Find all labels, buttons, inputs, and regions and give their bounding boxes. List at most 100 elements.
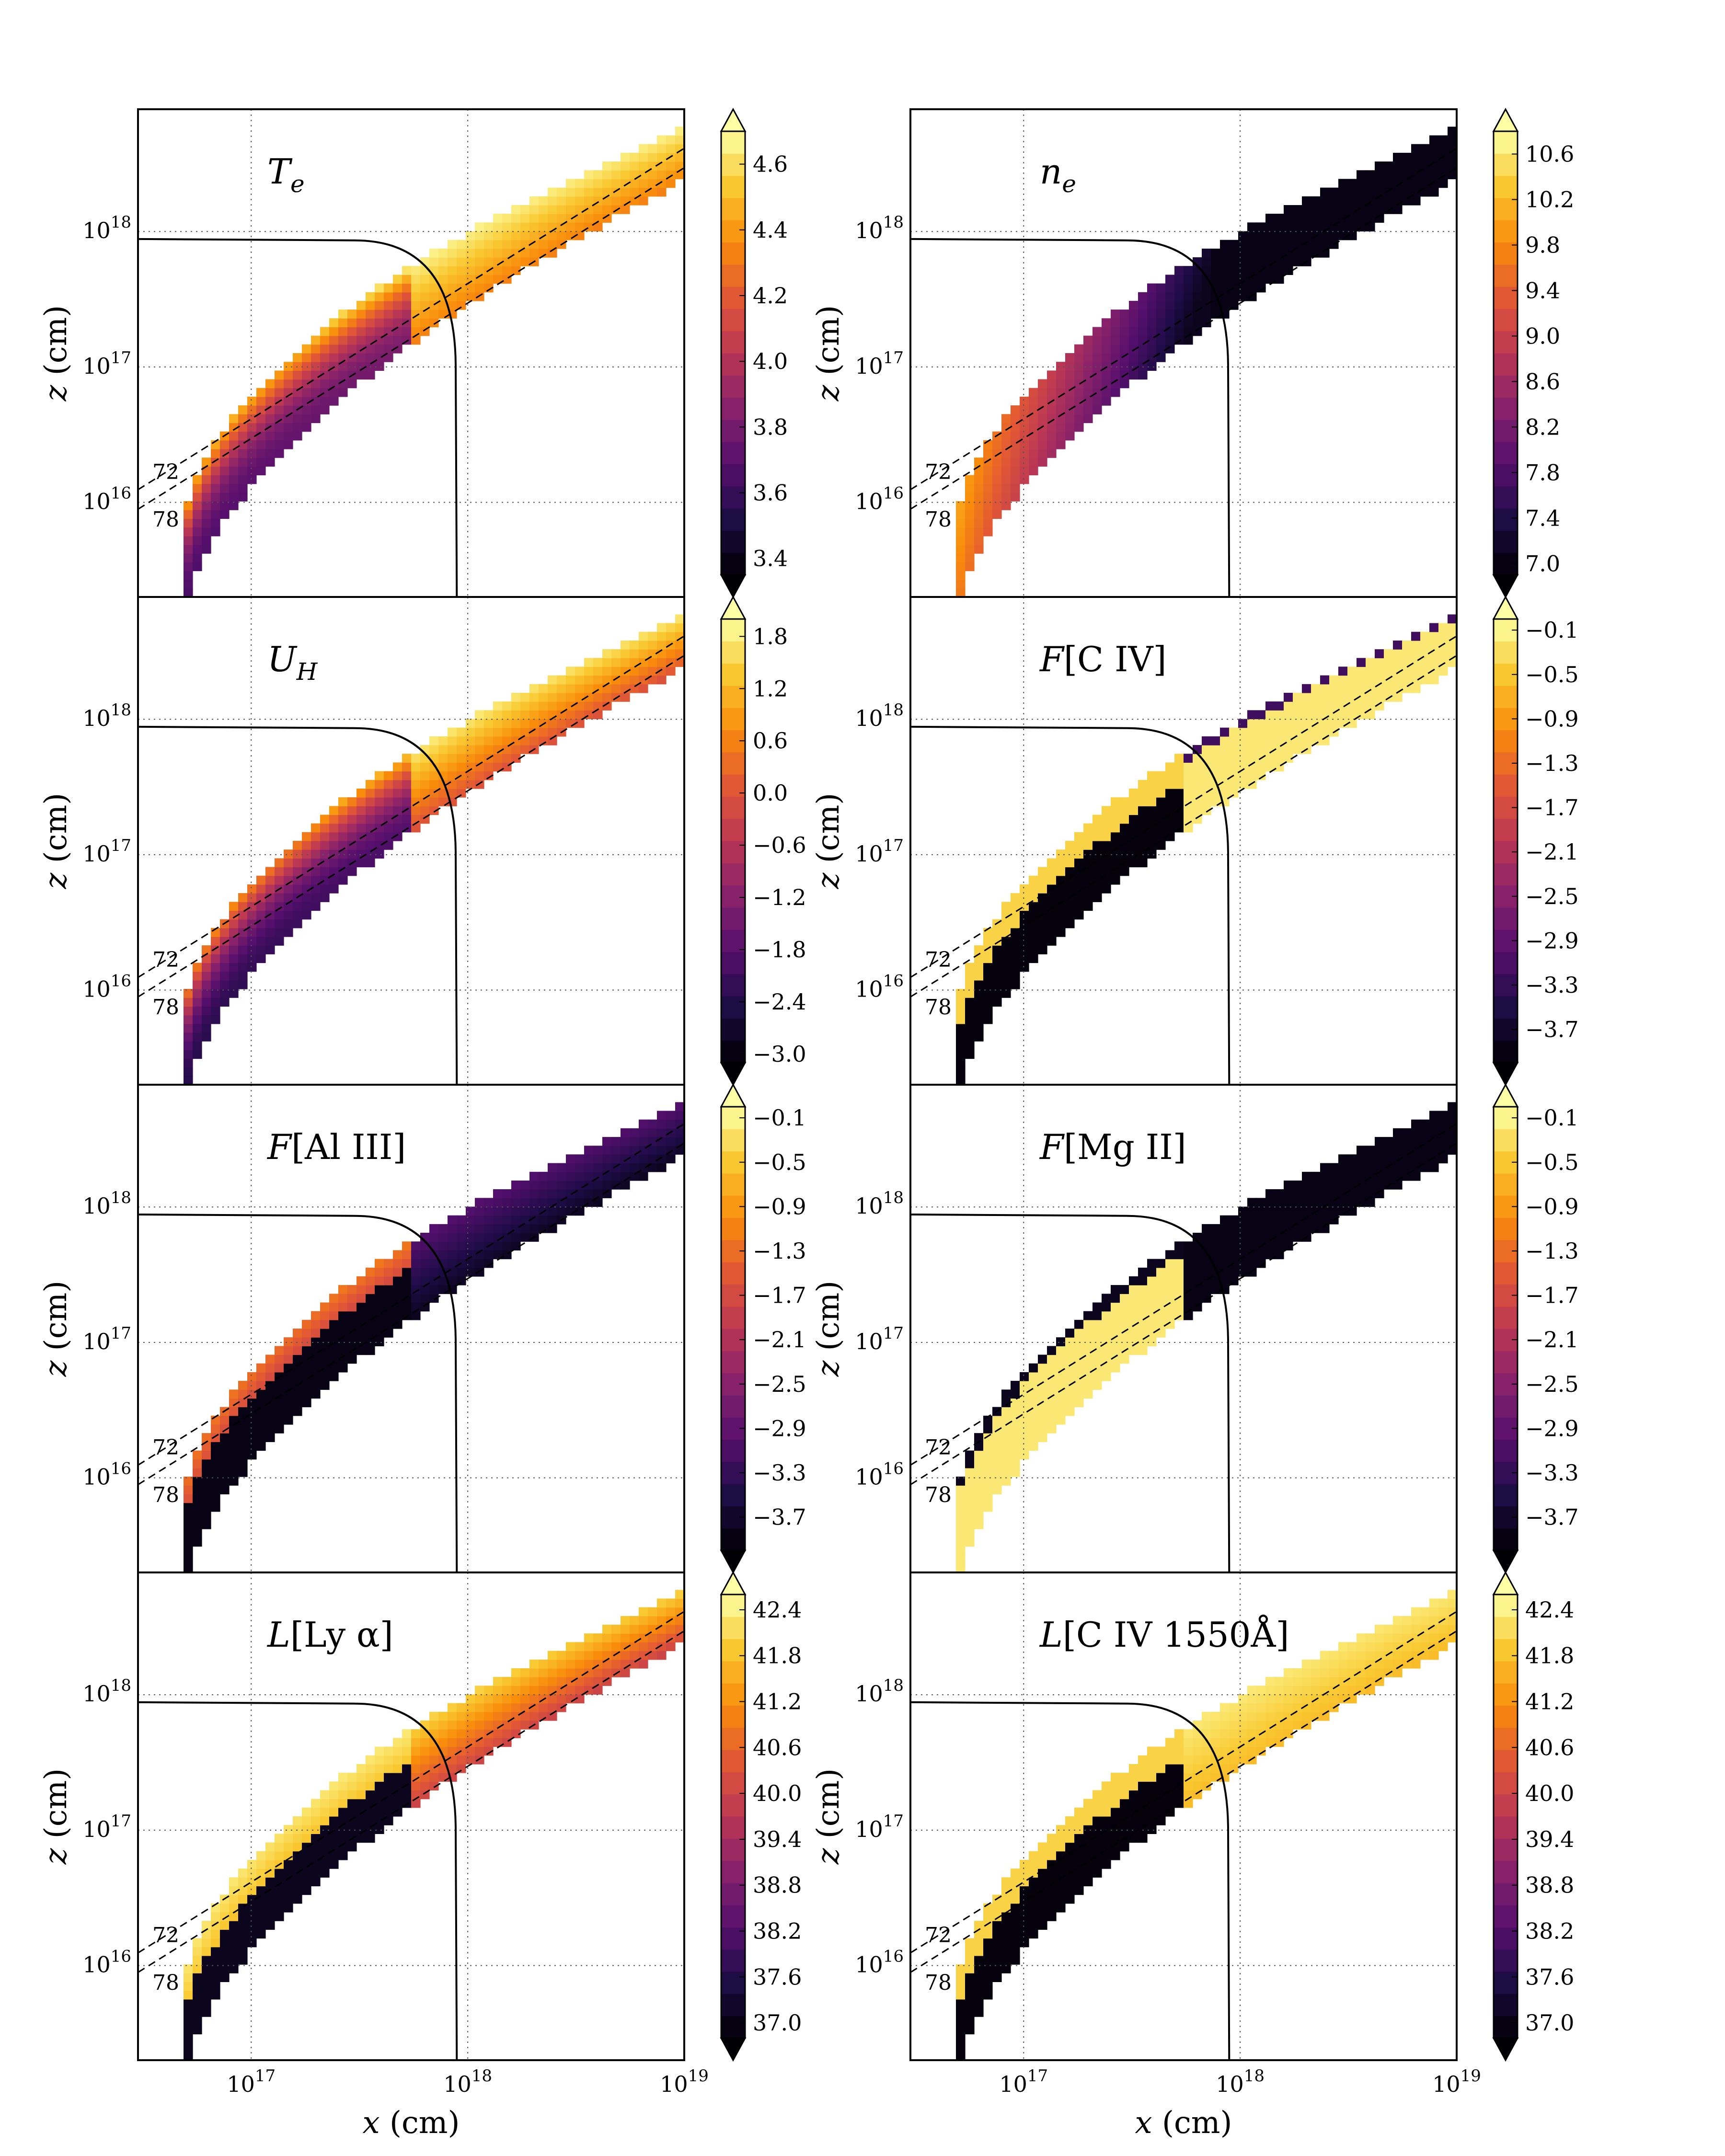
heatmap-cell [1366,701,1375,711]
tick-exponent: 18 [111,700,131,720]
heatmap-cell [1083,1311,1093,1320]
heatmap-cell [1092,884,1102,894]
y-axis-var: z [38,872,74,889]
heatmap-cell [1156,292,1166,301]
heatmap-cell [983,998,993,1007]
heatmap-cell [256,919,266,929]
heatmap-cell [1193,814,1202,824]
heatmap-cell [1165,335,1175,345]
heatmap-cell [1284,1720,1293,1730]
heatmap-cell [1184,1746,1193,1756]
heatmap-cell [393,1764,402,1773]
heatmap-cell [639,187,648,197]
heatmap-cell [1420,1625,1430,1634]
heatmap-cell [1138,823,1148,833]
heatmap-cell [1120,849,1129,859]
dashed-line-label: 72 [152,948,179,972]
heatmap-cell [466,780,475,789]
heatmap-cell [311,832,321,841]
heatmap-cell [956,536,966,545]
heatmap-cell [384,1816,393,1825]
heatmap-cell [1448,614,1457,624]
heatmap-cell [1275,1224,1284,1233]
y-axis-var: z [38,1847,74,1865]
heatmap-cell [1001,449,1011,458]
heatmap-cell [520,745,530,754]
heatmap-cell [1120,806,1129,815]
heatmap-cell [1302,684,1311,693]
heatmap-cell [548,1651,557,1660]
heatmap-cell [1347,1686,1357,1695]
heatmap-cell [1347,222,1357,232]
heatmap-cell [1147,292,1157,301]
heatmap-cell [184,1546,193,1556]
dashed-line-label: 72 [925,1435,952,1460]
heatmap-cell [1229,1241,1239,1250]
heatmap-cell [448,727,457,737]
heatmap-cell [1293,710,1302,720]
heatmap-cell [193,483,202,493]
heatmap-cell [965,963,975,972]
heatmap-cell [320,814,330,824]
heatmap-cell [429,318,439,328]
heatmap-cell [229,954,239,963]
heatmap-cell [284,1398,293,1408]
heatmap-cell [1375,1181,1384,1190]
heatmap-cell [1229,745,1239,754]
heatmap-cell [1047,1869,1057,1878]
heatmap-cell [1038,1903,1047,1913]
heatmap-cell [329,1329,339,1338]
heatmap-cell [238,1869,248,1878]
heatmap-cell [329,1807,339,1817]
y-axis-unit: (cm) [811,1281,846,1361]
heatmap-cell [575,1206,585,1216]
heatmap-cell [1202,745,1211,754]
heatmap-cell [375,1302,384,1312]
heatmap-cell [1265,762,1275,772]
heatmap-cell [457,275,466,284]
heatmap-cell [575,701,585,711]
heatmap-cell [420,1764,430,1773]
heatmap-cell [229,902,239,911]
heatmap-cell [630,1642,639,1651]
heatmap-cell [347,344,357,354]
heatmap-cell [402,1738,412,1747]
heatmap-cell [338,388,348,397]
heatmap-cell [393,292,402,301]
colorbar-segment [721,907,745,930]
colorbar: −3.7−3.3−2.9−2.5−2.1−1.7−1.3−0.9−0.5−0.1 [720,1083,806,1574]
heatmap-cell [402,1781,412,1791]
heatmap-cell [311,1363,321,1373]
heatmap-cell [247,1938,257,1948]
heatmap-cell [1220,1233,1230,1242]
heatmap-cell [193,1990,202,2000]
heatmap-cell [402,754,412,763]
heatmap-cell [311,1381,321,1390]
colorbar-segment [721,1439,745,1462]
heatmap-cell [184,1563,193,1572]
dashed-line-78 [138,1142,684,1486]
heatmap-cell [956,1529,966,1538]
heatmap-cell [1011,893,1020,902]
colorbar-segment [1494,1816,1518,1839]
heatmap-cell [184,1537,193,1547]
heatmap-cell [247,954,257,963]
heatmap-cell [956,998,966,1007]
heatmap-cell [265,1415,275,1425]
heatmap-cell [1165,1294,1175,1303]
heatmap-cell [202,1999,211,2008]
heatmap-cell [393,1250,402,1260]
heatmap-cell [338,1807,348,1817]
heatmap-cell [1047,867,1057,876]
heatmap-cell [211,449,220,458]
heatmap-cell [584,1171,594,1181]
colorbar-tick-label: −2.9 [753,1415,806,1441]
heatmap-cell [448,266,457,275]
heatmap-cell [265,1903,275,1913]
heatmap-cell [657,658,667,667]
heatmap-cell [1211,754,1220,763]
heatmap-cell [529,248,539,258]
heatmap-cell [529,1181,539,1190]
heatmap-cell [1029,945,1038,954]
heatmap-cell [284,893,293,902]
